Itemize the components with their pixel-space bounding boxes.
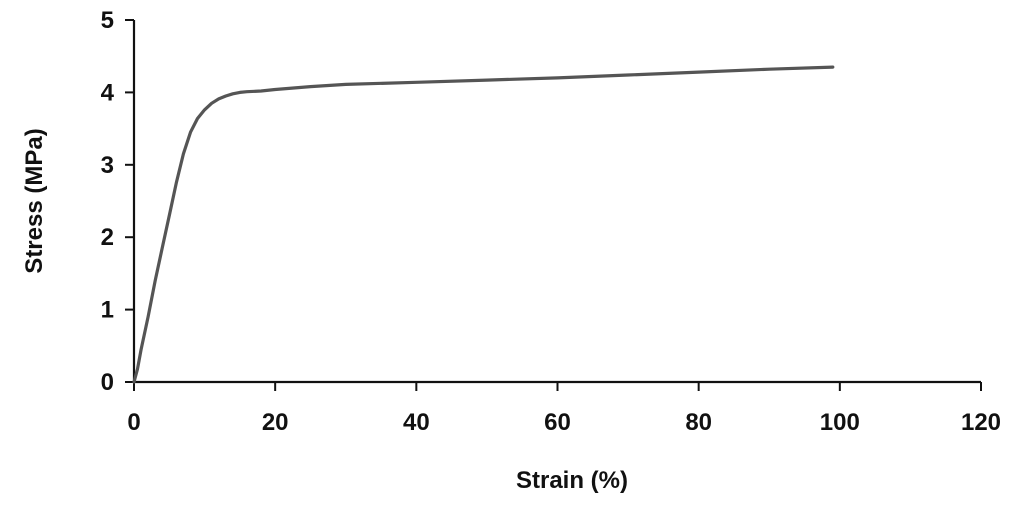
x-tick-label: 120 — [961, 409, 1001, 436]
series-line — [132, 65, 835, 384]
x-tick-label: 80 — [685, 409, 712, 436]
x-axis-ticks: 0 20 40 60 80 100 120 — [127, 382, 1001, 436]
x-tick-label: 60 — [544, 409, 571, 436]
x-tick-label: 0 — [127, 409, 140, 436]
y-axis-title: Stress (MPa) — [21, 128, 48, 273]
y-tick-label: 0 — [101, 369, 114, 396]
y-tick-label: 4 — [101, 79, 115, 106]
x-tick-label: 20 — [262, 409, 289, 436]
y-tick-label: 2 — [101, 224, 114, 251]
y-tick-label: 5 — [101, 7, 114, 34]
y-axis-ticks: 0 1 2 3 4 5 — [101, 7, 134, 396]
y-tick-label: 3 — [101, 152, 114, 179]
x-axis-title: Strain (%) — [516, 467, 628, 494]
x-tick-label: 100 — [820, 409, 860, 436]
x-tick-label: 40 — [403, 409, 430, 436]
y-tick-label: 1 — [101, 297, 114, 324]
